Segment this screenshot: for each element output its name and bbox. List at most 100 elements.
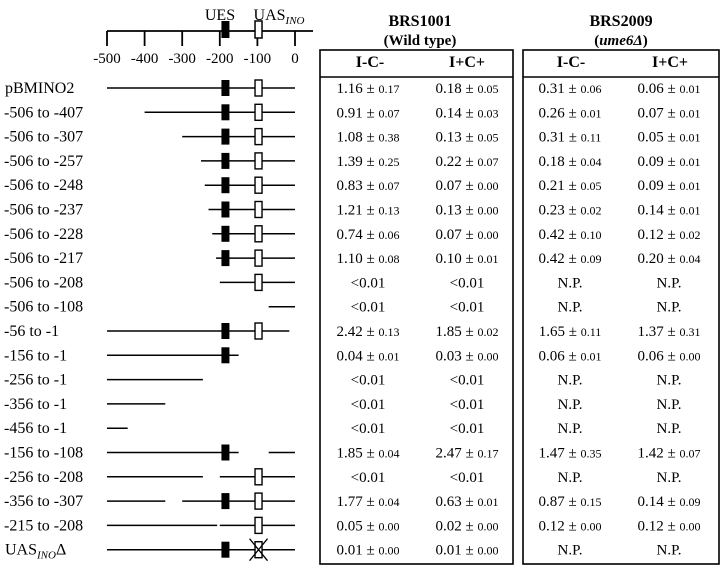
table-cell-value: N.P. <box>557 373 582 389</box>
construct-row: -215 to -208 0.05 ± 0.00 0.02 ± 0.00 0.12 ±… <box>4 516 700 535</box>
ues-label: UES <box>205 7 235 24</box>
ruler-tick-label: -500 <box>93 51 121 67</box>
table-cell-value: 1.10 ± 0.08 <box>337 251 400 267</box>
ues-element <box>221 128 230 145</box>
construct-label: -56 to -1 <box>4 323 59 340</box>
table-cell-value: <0.01 <box>351 421 386 437</box>
construct-row: -256 to -208 <0.01 <0.01 N.P. N.P. <box>4 468 682 486</box>
strain-header-ume6: BRS2009 (ume6Δ) I-C- I+C+ <box>557 13 688 71</box>
ues-element <box>221 104 230 121</box>
construct-label: -156 to -1 <box>4 347 67 364</box>
column-header: I-C- <box>557 54 585 71</box>
construct-rows: pBMINO2 1.16 ± 0.17 0.18 ± 0.05 0.31 ± 0.06… <box>4 79 701 562</box>
construct-row: -506 to -228 0.74 ± 0.06 0.07 ± 0.00 0.42 ±… <box>4 225 700 243</box>
table-cell-value: 0.26 ± 0.01 <box>539 105 602 121</box>
construct-row: -506 to -407 0.91 ± 0.07 0.14 ± 0.03 0.26 ±… <box>4 103 701 121</box>
construct-row: -506 to -217 1.10 ± 0.08 0.10 ± 0.01 0.42 ±… <box>4 249 701 267</box>
table-cell-value: 0.06 ± 0.01 <box>638 81 701 97</box>
table-cell-value: N.P. <box>656 470 681 486</box>
table-cell-value: <0.01 <box>450 397 485 413</box>
table-cell-value: N.P. <box>557 470 582 486</box>
construct-label: -356 to -1 <box>4 396 67 413</box>
construct-label: -256 to -1 <box>4 372 67 389</box>
ues-element <box>221 225 230 242</box>
construct-row: -506 to -257 1.39 ± 0.25 0.22 ± 0.07 0.18 ±… <box>4 152 701 170</box>
table-cell-value: N.P. <box>656 275 681 291</box>
ues-marker <box>221 21 230 38</box>
ues-element <box>221 444 230 461</box>
construct-row: -56 to -1 2.42 ± 0.13 1.85 ± 0.02 1.65 ± 0.… <box>4 322 700 340</box>
table-cell-value: <0.01 <box>351 470 386 486</box>
construct-label: -506 to -307 <box>4 129 83 146</box>
construct-label: -506 to -248 <box>4 177 83 194</box>
table-cell-value: <0.01 <box>450 373 485 389</box>
table-cell-value: <0.01 <box>450 300 485 316</box>
table-cell-value: 0.04 ± 0.01 <box>337 348 400 364</box>
table-cell-value: 0.09 ± 0.01 <box>638 154 701 170</box>
construct-label: UASINOΔ <box>5 542 66 562</box>
uas-element <box>254 492 263 510</box>
table-cell-value: 0.42 ± 0.09 <box>539 251 602 267</box>
table-cell-value: N.P. <box>656 421 681 437</box>
uas-element <box>254 225 263 243</box>
construct-row: -506 to -248 0.83 ± 0.07 0.07 ± 0.00 0.21 ±… <box>4 176 700 194</box>
uas-element <box>254 249 263 267</box>
construct-label: -456 to -1 <box>4 420 67 437</box>
column-header: I+C+ <box>652 54 688 71</box>
construct-row: -506 to -108 <0.01 <0.01 N.P. N.P. <box>4 299 682 316</box>
construct-row: -356 to -307 1.77 ± 0.04 0.63 ± 0.01 0.87 ±… <box>4 492 700 510</box>
column-header: I-C- <box>356 54 384 71</box>
table-cell-value: 1.08 ± 0.38 <box>337 130 400 146</box>
ues-element <box>221 152 230 169</box>
table-cell-value: 0.13 ± 0.05 <box>436 130 499 146</box>
table-cell-value: <0.01 <box>351 300 386 316</box>
strain-name: BRS2009 <box>589 13 652 30</box>
construct-row: -156 to -108 1.85 ± 0.04 2.47 ± 0.17 1.47 ±… <box>4 444 701 462</box>
uas-element <box>254 273 263 292</box>
uas-label-subscript: INO <box>285 15 305 27</box>
table-cell-value: 0.07 ± 0.01 <box>638 105 701 121</box>
construct-label: -356 to -307 <box>4 493 83 510</box>
strain-genotype: (ume6Δ) <box>594 33 648 49</box>
table-cell-value: N.P. <box>557 421 582 437</box>
table-cell-value: 0.42 ± 0.10 <box>539 227 602 243</box>
construct-label: -256 to -208 <box>4 469 83 486</box>
table-cell-value: N.P. <box>656 373 681 389</box>
ues-element <box>221 250 230 267</box>
construct-row: -506 to -237 1.21 ± 0.13 0.13 ± 0.00 0.23 ±… <box>4 200 700 219</box>
table-cell-value: 0.12 ± 0.00 <box>539 518 602 534</box>
table-cell-value: 1.42 ± 0.07 <box>638 446 701 462</box>
ruler-tick-label: 0 <box>291 51 299 67</box>
strain-header-wild-type: BRS1001 (Wild type) I-C- I+C+ <box>356 13 485 71</box>
uas-element <box>254 200 263 219</box>
table-cell-value: 0.05 ± 0.00 <box>337 518 400 534</box>
uas-element <box>254 127 263 146</box>
construct-label: -506 to -217 <box>4 250 83 267</box>
uas-element <box>254 516 263 535</box>
ues-element <box>221 493 230 510</box>
table-cell-value: 0.07 ± 0.00 <box>436 178 499 194</box>
table-cell-value: N.P. <box>557 275 582 291</box>
uas-label: UASINO <box>254 7 305 27</box>
table-cell-value: 0.01 ± 0.00 <box>436 543 499 559</box>
wild-type-table-box <box>319 49 514 565</box>
construct-label: -506 to -228 <box>4 226 83 243</box>
ruler-tick-label: -300 <box>168 51 196 67</box>
construct-label: -506 to -257 <box>4 153 83 170</box>
table-cell-value: 0.83 ± 0.07 <box>337 178 400 194</box>
table-cell-value: <0.01 <box>450 421 485 437</box>
construct-row: UASINOΔ 0.01 ± 0.00 0.01 ± 0.00 N.P. N.P. <box>5 538 682 562</box>
construct-row: -356 to -1 <0.01 <0.01 N.P. N.P. <box>4 396 682 413</box>
uas-element <box>254 152 263 170</box>
construct-row: -156 to -1 0.04 ± 0.01 0.03 ± 0.00 0.06 ± 0… <box>4 347 700 364</box>
table-cell-value: 0.20 ± 0.04 <box>638 251 701 267</box>
table-cell-value: 1.77 ± 0.04 <box>337 494 400 510</box>
table-cell-value: 1.16 ± 0.17 <box>337 81 400 97</box>
construct-label: -506 to -237 <box>4 202 83 219</box>
construct-row: pBMINO2 1.16 ± 0.17 0.18 ± 0.05 0.31 ± 0.06… <box>5 79 701 97</box>
table-cell-value: 0.21 ± 0.05 <box>539 178 602 194</box>
uas-element <box>254 322 263 340</box>
construct-row: -456 to -1 <0.01 <0.01 N.P. N.P. <box>4 420 682 437</box>
construct-row: -256 to -1 <0.01 <0.01 N.P. N.P. <box>4 372 682 389</box>
